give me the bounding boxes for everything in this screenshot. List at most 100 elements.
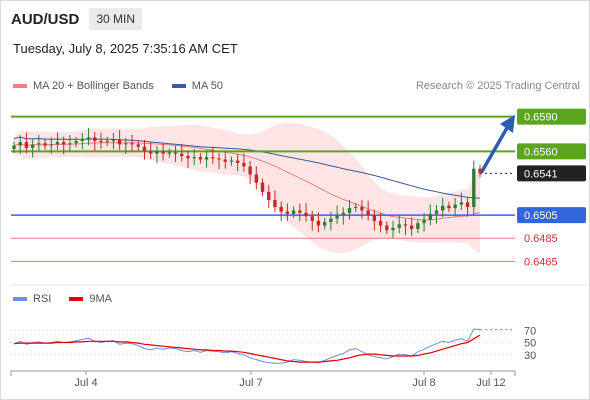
- candle-body: [130, 143, 134, 145]
- candle-body: [329, 218, 333, 223]
- candle-body: [416, 223, 420, 229]
- rsi-tick-label-70: 70: [524, 325, 536, 337]
- ma50-line: [13, 136, 481, 199]
- ma20-swatch: [13, 84, 27, 88]
- rsi-swatch: [13, 297, 27, 301]
- rsi-line: [13, 328, 481, 364]
- candle-body: [310, 216, 314, 221]
- candle-body: [30, 144, 35, 148]
- legend-rsi-label: RSI: [33, 293, 52, 305]
- candle-body: [204, 157, 209, 160]
- price-legend: MA 20 + Bollinger Bands MA 50: [13, 80, 241, 92]
- candle-body: [43, 143, 47, 146]
- candle-body: [341, 212, 345, 216]
- level-label-target-5: 0.6465: [524, 256, 558, 268]
- candle-body: [12, 145, 16, 150]
- candle-body: [360, 206, 364, 211]
- legend-rsi-ma-label: 9MA: [89, 293, 112, 305]
- candle-body: [49, 144, 53, 146]
- level-label-bg-support-3: [517, 207, 586, 224]
- candle-body: [254, 174, 259, 183]
- candle-body: [378, 220, 383, 226]
- candle-body: [465, 202, 470, 207]
- candle-body: [217, 158, 221, 160]
- candle-body: [391, 227, 395, 231]
- candle-body: [422, 219, 426, 224]
- candle-body: [80, 139, 85, 141]
- candle-body: [186, 155, 190, 159]
- ma20-line: [13, 142, 481, 221]
- candle-body: [111, 139, 116, 141]
- candle-body: [223, 159, 227, 162]
- timeframe-badge[interactable]: 30 MIN: [89, 8, 143, 30]
- candle-body: [322, 222, 327, 226]
- rsi-ma-swatch: [69, 297, 84, 301]
- candle-body: [192, 157, 196, 159]
- symbol-title: AUD/USD: [11, 10, 80, 28]
- candle-body: [211, 157, 215, 159]
- rsi-tick-label-30: 30: [524, 350, 536, 362]
- candle-body: [447, 205, 451, 209]
- candle-body: [173, 152, 178, 154]
- candle-body: [267, 191, 271, 201]
- candle-body: [385, 225, 389, 231]
- candle-body: [478, 168, 482, 174]
- level-label-resistance-0: 0.6590: [524, 112, 558, 124]
- candle-body: [55, 142, 60, 145]
- candle-body: [149, 151, 153, 154]
- candle-body: [136, 144, 140, 147]
- level-label-support-3: 0.6505: [524, 210, 558, 222]
- candle-body: [180, 153, 184, 156]
- candle-body: [142, 146, 147, 152]
- legend-ma50-label: MA 50: [191, 80, 223, 92]
- candle-body: [37, 143, 41, 145]
- candle-body: [242, 162, 246, 167]
- candle-body: [68, 143, 72, 145]
- candle-body: [403, 224, 408, 226]
- candle-body: [260, 182, 265, 192]
- candle-body: [93, 137, 97, 141]
- legend-rsi: RSI: [13, 293, 51, 305]
- legend-ma50: MA 50: [171, 80, 223, 92]
- candle-body: [354, 206, 358, 209]
- candle-body: [235, 160, 240, 163]
- candle-body: [161, 151, 165, 154]
- legend-rsi-ma: 9MA: [69, 293, 112, 305]
- candle-body: [24, 142, 29, 148]
- candle-body: [316, 220, 321, 226]
- research-credit: Research © 2025 Trading Central: [415, 80, 580, 92]
- candle-body: [124, 143, 128, 145]
- candle-body: [459, 202, 464, 205]
- candle-body: [86, 137, 91, 140]
- candle-body: [167, 152, 172, 154]
- candle-body: [366, 210, 370, 216]
- candle-body: [298, 210, 302, 213]
- x-tick-label: Jul 4: [74, 377, 97, 389]
- rsi-ma-line: [13, 334, 481, 363]
- candle-body: [304, 212, 308, 217]
- candle-body: [117, 139, 122, 145]
- candle-body: [198, 157, 203, 160]
- chart-header: AUD/USD 30 MIN: [11, 8, 143, 30]
- x-tick-label: Jul 8: [412, 377, 435, 389]
- candle-body: [409, 225, 414, 229]
- projection-arrow-head: [500, 114, 515, 133]
- ma50-swatch: [171, 84, 186, 88]
- level-label-resistance-1: 0.6560: [524, 146, 558, 158]
- candle-body: [434, 210, 439, 214]
- candle-body: [335, 215, 339, 219]
- level-label-target-4: 0.6485: [524, 233, 558, 245]
- candle-body: [472, 168, 476, 207]
- timestamp: Tuesday, July 8, 2025 7:35:16 AM CET: [13, 41, 238, 56]
- candle-body: [62, 142, 66, 145]
- candle-body: [453, 204, 457, 209]
- candle-body: [155, 151, 159, 154]
- rsi-tick-label-50: 50: [524, 338, 536, 350]
- candle-body: [248, 166, 252, 175]
- candle-body: [428, 213, 432, 220]
- candle-body: [74, 140, 78, 144]
- legend-ma20: MA 20 + Bollinger Bands: [13, 80, 154, 92]
- candle-body: [285, 211, 290, 214]
- candle-body: [441, 205, 445, 211]
